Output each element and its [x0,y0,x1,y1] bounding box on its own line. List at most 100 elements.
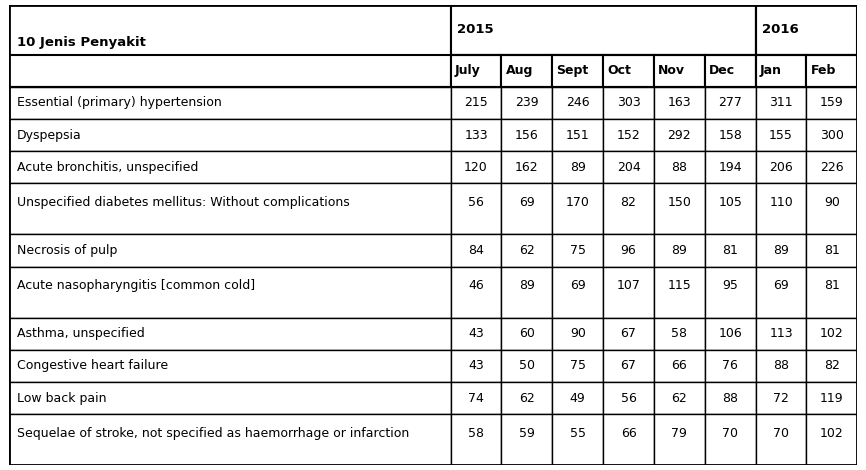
Text: 150: 150 [668,196,691,209]
Text: Necrosis of pulp: Necrosis of pulp [17,244,118,257]
Bar [450,87,501,119]
Text: 107: 107 [617,279,641,292]
Bar [553,414,603,465]
Bar [806,350,857,382]
Text: 69: 69 [570,279,585,292]
Text: 102: 102 [820,427,843,440]
Bar [705,382,756,414]
Text: 10 Jenis Penyakit: 10 Jenis Penyakit [17,36,146,49]
Bar [553,119,603,151]
Bar [705,266,756,318]
Text: 303: 303 [617,96,641,110]
Text: 58: 58 [468,427,484,440]
Text: 82: 82 [621,196,637,209]
Bar [654,183,705,235]
Text: 120: 120 [464,161,488,174]
Bar [553,350,603,382]
Text: 43: 43 [469,360,484,372]
Text: 155: 155 [769,129,793,141]
Text: 46: 46 [469,279,484,292]
Text: Dyspepsia: Dyspepsia [17,129,82,141]
Text: 74: 74 [469,392,484,405]
Text: 170: 170 [565,196,590,209]
Bar [603,183,654,235]
Bar [501,119,553,151]
Text: July: July [455,64,481,77]
Text: 156: 156 [515,129,539,141]
Bar [553,266,603,318]
Bar [9,183,450,235]
Bar [450,350,501,382]
Text: Aug: Aug [506,64,533,77]
Text: 49: 49 [570,392,585,405]
Text: 2016: 2016 [762,23,799,36]
Bar [553,318,603,350]
Bar [450,55,501,87]
Bar [705,414,756,465]
Text: 56: 56 [469,196,484,209]
Text: 55: 55 [570,427,585,440]
Bar [806,151,857,183]
Text: Unspecified diabetes mellitus: Without complications: Unspecified diabetes mellitus: Without c… [17,196,350,209]
Text: 158: 158 [718,129,742,141]
Text: 62: 62 [671,392,688,405]
Bar [654,119,705,151]
Bar [603,382,654,414]
Text: 2015: 2015 [457,23,494,36]
Bar [553,151,603,183]
Text: 152: 152 [617,129,641,141]
Bar [501,318,553,350]
Bar [501,350,553,382]
Bar [756,5,857,55]
Text: 226: 226 [820,161,843,174]
Bar [705,350,756,382]
Text: 75: 75 [570,360,585,372]
Text: 151: 151 [565,129,590,141]
Bar [806,235,857,266]
Bar [9,151,450,183]
Text: 113: 113 [769,327,793,340]
Text: 84: 84 [469,244,484,257]
Text: 90: 90 [824,196,840,209]
Bar [9,382,450,414]
Bar [450,183,501,235]
Text: Feb: Feb [811,64,836,77]
Bar [553,183,603,235]
Text: 88: 88 [671,161,688,174]
Bar [450,5,756,55]
Text: 206: 206 [769,161,793,174]
Text: 95: 95 [722,279,738,292]
Text: 204: 204 [617,161,641,174]
Text: Essential (primary) hypertension: Essential (primary) hypertension [17,96,222,110]
Bar [501,55,553,87]
Text: 292: 292 [668,129,691,141]
Text: 133: 133 [464,129,488,141]
Text: 81: 81 [722,244,738,257]
Text: Sept: Sept [557,64,589,77]
Bar [654,318,705,350]
Text: Low back pain: Low back pain [17,392,107,405]
Text: 89: 89 [773,244,789,257]
Text: 60: 60 [519,327,535,340]
Text: 163: 163 [668,96,691,110]
Bar [756,183,806,235]
Bar [654,266,705,318]
Text: 62: 62 [519,244,534,257]
Bar [756,318,806,350]
Text: 72: 72 [773,392,789,405]
Text: 105: 105 [718,196,742,209]
Text: 81: 81 [824,279,840,292]
Text: 88: 88 [722,392,738,405]
Text: Acute nasopharyngitis [common cold]: Acute nasopharyngitis [common cold] [17,279,255,292]
Bar [501,382,553,414]
Bar [756,119,806,151]
Text: 102: 102 [820,327,843,340]
Bar [450,414,501,465]
Bar [501,183,553,235]
Bar [450,235,501,266]
Bar [806,382,857,414]
Text: 70: 70 [773,427,789,440]
Bar [806,119,857,151]
Bar [705,183,756,235]
Text: 66: 66 [671,360,688,372]
